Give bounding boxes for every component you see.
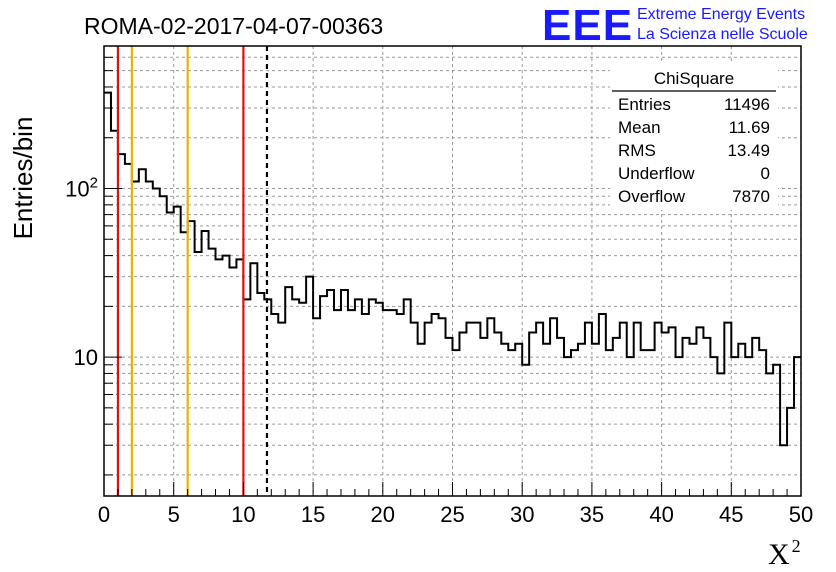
x-tick-label: 15 [301, 502, 325, 527]
x-tick-label: 50 [789, 502, 813, 527]
stats-value-underflow: 0 [761, 164, 770, 183]
y-tick-label-exponent: 2 [90, 174, 98, 191]
x-axis-label-superscript: 2 [792, 536, 801, 556]
stats-title: ChiSquare [654, 69, 734, 88]
run-title: ROMA-02-2017-04-07-00363 [84, 13, 383, 39]
y-tick-label: 10 [74, 345, 98, 370]
x-tick-label: 10 [231, 502, 255, 527]
axis-ticks [103, 45, 802, 496]
stats-box-background [610, 64, 778, 210]
eee-subtitle-line1: Extreme Energy Events [637, 6, 805, 23]
stats-label-underflow: Underflow [618, 164, 695, 183]
stats-label-entries: Entries [618, 95, 671, 114]
stats-value-mean: 11.69 [729, 118, 770, 137]
stats-value-overflow: 7870 [732, 187, 770, 206]
x-axis-label-base: X [768, 538, 790, 571]
x-tick-label: 5 [168, 502, 180, 527]
stats-box: ChiSquare Entries 11496 Mean 11.69 RMS 1… [610, 64, 778, 210]
stats-label-rms: RMS [618, 141, 656, 160]
eee-logo: EEE [542, 1, 633, 50]
x-tick-label: 35 [580, 502, 604, 527]
x-tick-label: 0 [98, 502, 110, 527]
reference-lines [116, 46, 269, 496]
x-tick-label: 25 [440, 502, 464, 527]
stats-value-rms: 13.49 [727, 141, 770, 160]
stats-value-entries: 11496 [724, 95, 770, 114]
histogram-series [104, 91, 801, 447]
y-axis-label: Entries/bin [8, 117, 38, 240]
y-tick-label: 102 [65, 174, 98, 201]
eee-subtitle-line2: La Scienza nelle Scuole [637, 26, 808, 43]
x-tick-label: 40 [649, 502, 673, 527]
y-tick-label-base: 10 [65, 176, 89, 201]
stats-label-mean: Mean [618, 118, 661, 137]
x-tick-label: 45 [719, 502, 743, 527]
x-tick-label: 20 [371, 502, 395, 527]
stats-label-overflow: Overflow [618, 187, 686, 206]
histogram-line [104, 91, 801, 447]
x-tick-label: 30 [510, 502, 534, 527]
x-tick-labels: 0 5 10 15 20 25 30 35 40 45 50 [98, 502, 813, 527]
